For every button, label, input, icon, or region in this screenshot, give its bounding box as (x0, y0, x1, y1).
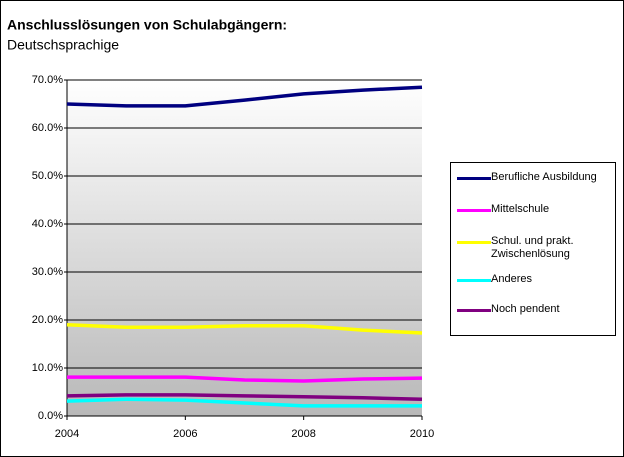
x-tick-label: 2010 (410, 428, 434, 440)
legend-label: Anderes (491, 273, 532, 285)
series-line (66, 85, 423, 108)
y-tick-label: 20.0% (32, 314, 63, 326)
legend-item: Anderes (457, 273, 609, 286)
legend-item: Mittelschule (457, 203, 609, 216)
x-tick-label: 2008 (291, 428, 315, 440)
legend-label: Noch pendent (491, 303, 560, 315)
x-tick-label: 2006 (173, 428, 197, 440)
plot-area (67, 80, 422, 416)
y-tick-label: 0.0% (38, 410, 63, 422)
legend: Berufliche Ausbildung Mittelschule Schul. … (450, 162, 616, 336)
y-tick-label: 60.0% (32, 122, 63, 134)
series-line (66, 397, 422, 408)
series-line (66, 393, 423, 401)
y-tick-label: 30.0% (32, 266, 63, 278)
legend-item: Noch pendent (457, 303, 609, 316)
legend-item: Berufliche Ausbildung (457, 171, 609, 184)
legend-label: Berufliche Ausbildung (491, 171, 597, 183)
legend-swatch (457, 177, 491, 180)
series-line (67, 375, 423, 383)
legend-item: Schul. und prakt. Zwischenlösung (457, 235, 609, 261)
legend-swatch (457, 241, 491, 244)
legend-label: Mittelschule (491, 203, 550, 215)
y-tick-label: 50.0% (32, 170, 63, 182)
y-tick-label: 70.0% (32, 74, 63, 86)
x-tick-label: 2004 (55, 428, 79, 440)
y-tick-label: 40.0% (32, 218, 63, 230)
chart-subtitle: Deutschsprachige (7, 37, 119, 53)
y-tick-label: 10.0% (32, 362, 63, 374)
legend-swatch (457, 279, 491, 282)
legend-swatch (457, 309, 491, 312)
series-line (66, 323, 423, 335)
chart-title: Anschlusslösungen von Schulabgängern: (7, 17, 287, 33)
legend-swatch (457, 209, 491, 212)
legend-label: Schul. und prakt. Zwischenlösung (491, 235, 574, 260)
